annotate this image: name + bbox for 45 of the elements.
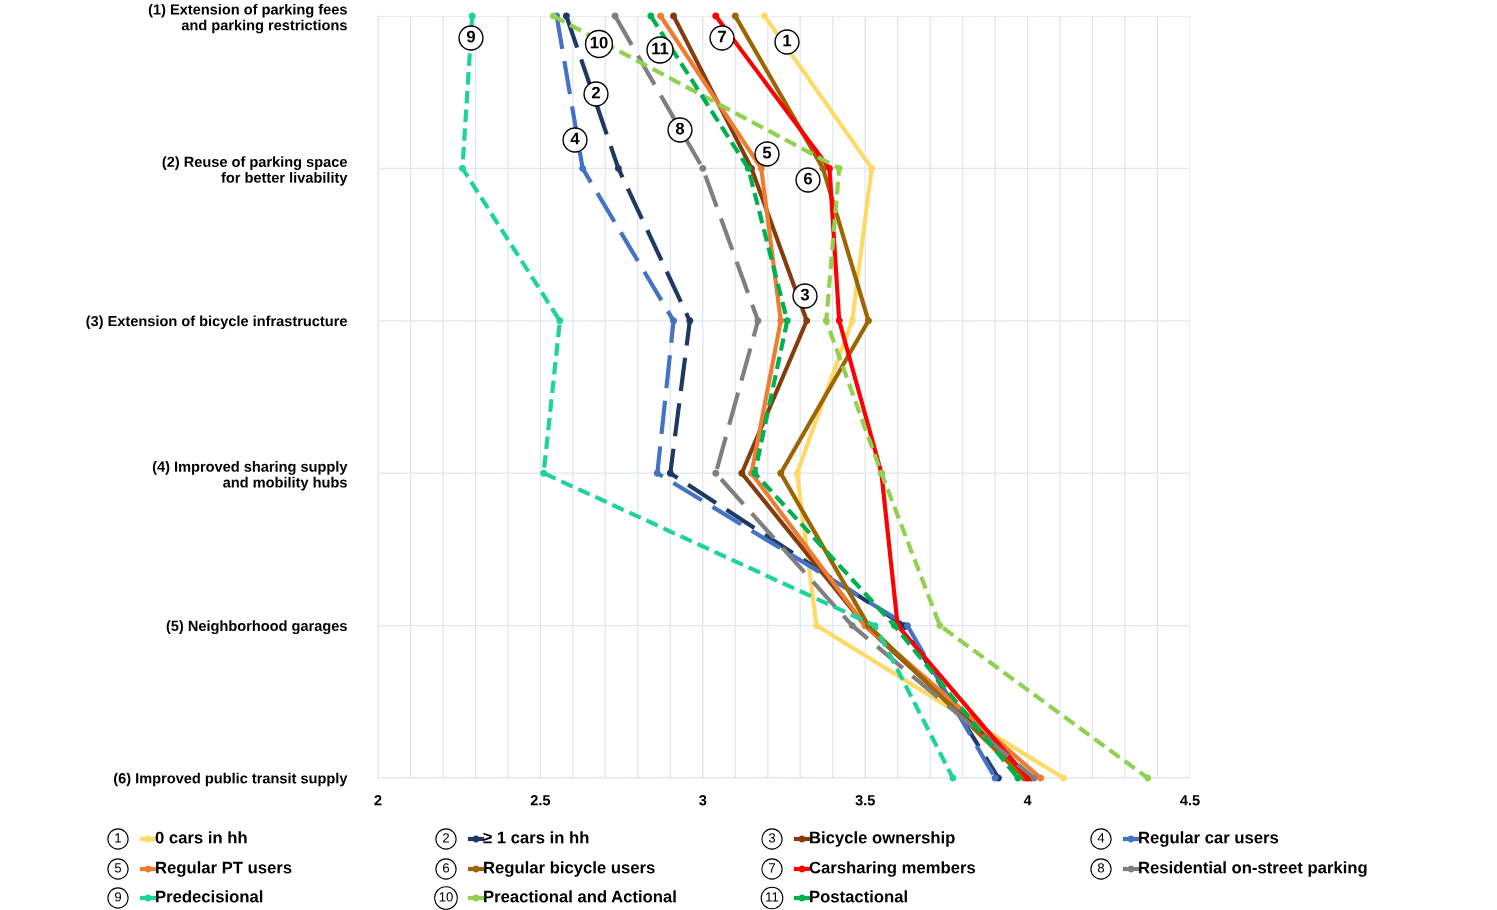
legend-label: Postactional [810,890,907,903]
legend-label: 0 cars in hh [155,831,247,844]
x-tick-label: 3.5 [855,795,875,806]
x-tick-label: 3 [699,795,707,806]
annotation: 3 [800,288,810,301]
y-tick-label: (3) Extension of bicycle infrastructure [86,315,347,330]
text: 5 [114,863,122,873]
legend-label: ≥ 1 cars in hh [483,831,589,844]
text: 2 [443,833,450,843]
annotation: 6 [803,172,813,185]
x-tick-label: 4 [1023,795,1032,806]
x-tick-label: 2 [374,795,382,806]
annotation: 9 [466,30,476,43]
x-tick-label: 2.5 [530,795,551,806]
annotation: 2 [591,86,600,99]
y-tick-label: (1) Extension of parking fees and parking restrictions [148,3,347,34]
text: 4 [1097,833,1105,843]
text: 1 [115,833,122,843]
annotation: 7 [718,30,726,43]
legend-label: Carsharing members [809,861,976,877]
text: 10 [439,892,453,902]
annotation: 11 [652,42,669,55]
annotation: 5 [762,146,772,159]
legend-label: Regular bicycle users [484,861,655,877]
legend-label: Residential on-street parking [1139,861,1367,877]
legend-label: Regular car users [1139,831,1279,847]
text: 8 [1097,863,1105,873]
annotation: 10 [590,36,608,49]
legend-label: Predecisional [156,890,263,903]
y-tick-label: (6) Improved public transit supply [114,772,348,787]
y-tick-label: (5) Neighborhood garages [166,620,347,634]
annotation: 1 [783,34,792,47]
legend-label: Bicycle ownership [810,831,955,847]
y-tick-label: (2) Reuse of parking space for better livability [162,156,348,186]
text: 6 [443,863,450,873]
x-tick-label: 4.5 [1180,795,1200,806]
annotation: 4 [570,132,580,145]
text: 9 [114,892,122,902]
legend-label: Regular PT users [156,861,292,877]
y-tick-label: (4) Improved sharing supply and mobility hubs [152,461,348,491]
annotation: 8 [675,122,685,135]
legend-label: Preactional and Actional [484,890,676,903]
text: 11 [766,892,779,902]
text: 7 [769,863,776,873]
text: 3 [768,833,776,843]
